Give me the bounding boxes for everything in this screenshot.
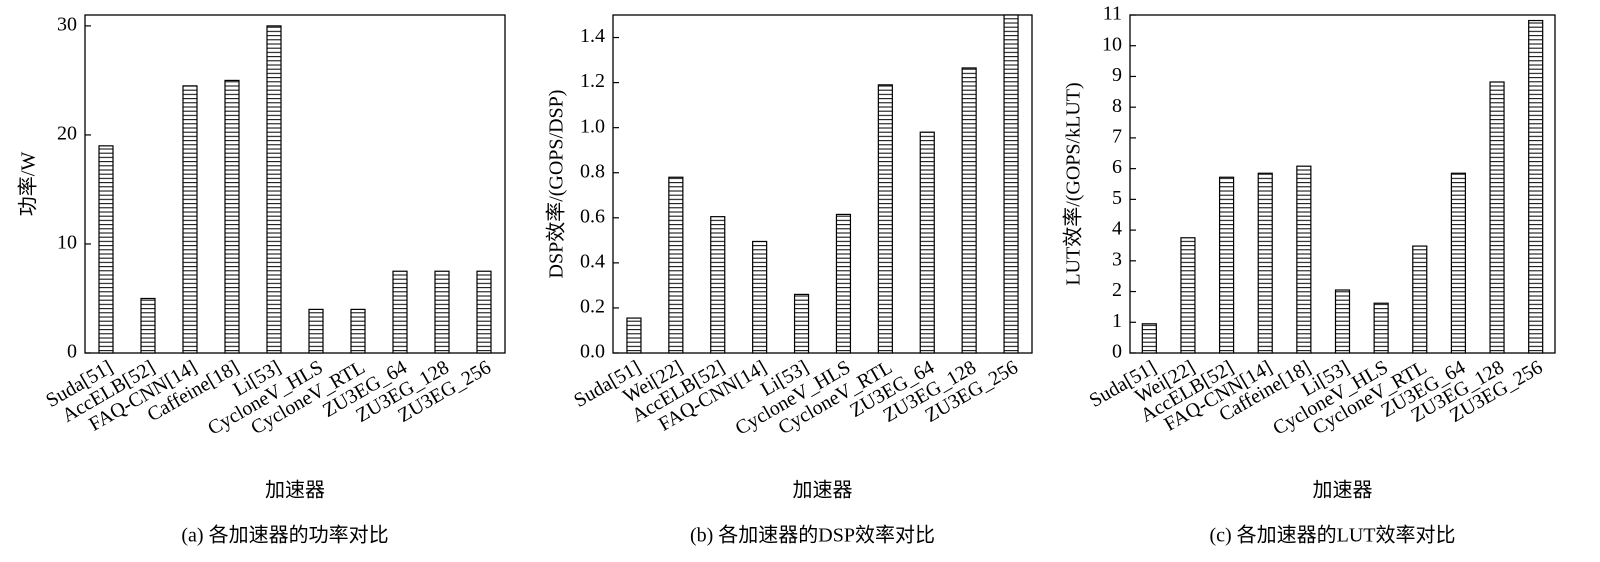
y-tick-label: 1.0 <box>580 115 605 137</box>
y-tick-label: 2 <box>1112 279 1122 301</box>
bar <box>1218 176 1235 354</box>
bar <box>710 216 726 354</box>
bar <box>919 131 935 354</box>
bar <box>140 297 156 354</box>
bar <box>961 67 977 354</box>
bar <box>1003 14 1019 354</box>
bar <box>626 317 642 354</box>
y-tick-label: 1.2 <box>580 70 605 92</box>
bar <box>1528 19 1544 354</box>
bar <box>98 145 114 354</box>
y-tick-label: 0 <box>67 341 77 363</box>
y-tick-label: 1.4 <box>580 25 605 47</box>
plot-frame <box>84 14 506 354</box>
bar <box>1489 81 1505 354</box>
bar <box>1450 172 1467 354</box>
y-tick-label: 5 <box>1112 187 1122 209</box>
caption: (a) 各加速器的功率对比 <box>181 524 388 547</box>
bar <box>476 270 492 354</box>
x-axis-label: 加速器 <box>265 479 325 502</box>
bar <box>1180 237 1196 354</box>
y-tick-label: 4 <box>1112 218 1122 240</box>
x-axis-label: 加速器 <box>793 479 853 502</box>
bar <box>835 213 852 354</box>
bar <box>182 85 198 354</box>
y-tick-label: 0.8 <box>580 160 605 182</box>
x-axis-label: 加速器 <box>1313 479 1373 502</box>
bar <box>1373 302 1389 354</box>
y-tick-label: 11 <box>1103 3 1122 25</box>
y-tick-label: 0.0 <box>580 341 605 363</box>
bar <box>1296 165 1312 354</box>
y-tick-label: 0.6 <box>580 205 605 227</box>
bar <box>434 270 450 354</box>
y-tick-label: 0.4 <box>580 250 605 272</box>
y-tick-label: 20 <box>57 123 77 145</box>
y-tick-label: 1 <box>1112 310 1122 332</box>
bar <box>877 84 893 354</box>
y-tick-label: 9 <box>1112 64 1122 86</box>
bar <box>668 176 684 354</box>
y-tick-label: 8 <box>1112 95 1122 117</box>
bar <box>1257 172 1273 354</box>
bar <box>1141 323 1157 354</box>
y-tick-label: 10 <box>1102 33 1122 55</box>
y-tick-label: 30 <box>57 13 77 35</box>
caption: (b) 各加速器的DSP效率对比 <box>690 524 935 547</box>
bar <box>793 293 810 354</box>
bar <box>392 270 408 354</box>
caption: (c) 各加速器的LUT效率对比 <box>1209 524 1455 547</box>
bar <box>308 308 324 354</box>
bar <box>350 308 366 354</box>
bar <box>1412 245 1428 354</box>
y-tick-label: 6 <box>1112 156 1122 178</box>
bar <box>1334 289 1351 354</box>
y-tick-label: 0.2 <box>580 296 605 318</box>
y-tick-label: 7 <box>1112 126 1122 148</box>
bar <box>224 79 240 354</box>
y-tick-label: 10 <box>57 232 77 254</box>
y-tick-label: 3 <box>1112 248 1122 270</box>
y-axis-label: DSP效率/(GOPS/DSP) <box>545 90 568 279</box>
bar <box>266 25 282 354</box>
plot-frame <box>612 14 1033 354</box>
y-axis-label: 功率/W <box>17 152 40 217</box>
y-axis-label: LUT效率/(GOPS/kLUT) <box>1062 82 1085 285</box>
bar <box>752 240 768 354</box>
y-tick-label: 0 <box>1112 341 1122 363</box>
